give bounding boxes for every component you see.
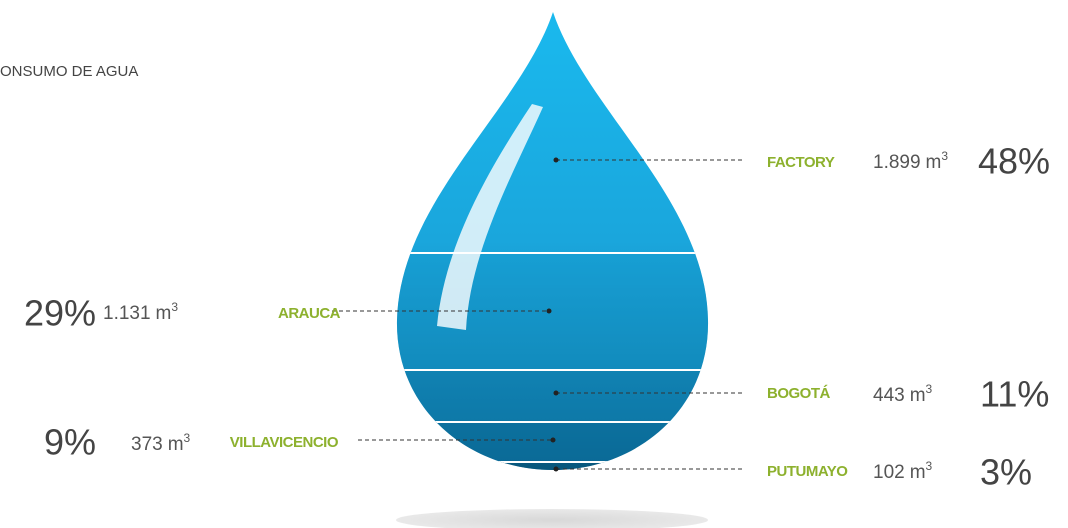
band [396,370,709,422]
dot [553,390,559,396]
segment-volume: 1.131 m3 [103,300,178,324]
highlight [437,104,543,330]
water-drop [396,12,709,470]
drop-shadow [396,509,708,528]
segment-volume: 443 m3 [873,382,933,406]
segment-percent: 29% [24,293,96,334]
segment-name: ARAUCA [278,305,341,322]
title: ONSUMO DE AGUA [0,63,138,80]
segment-name: PUTUMAYO [767,463,848,480]
segment-name: FACTORY [767,154,835,171]
dot [546,308,552,314]
segment-volume: 102 m3 [873,459,933,483]
segment-percent: 3% [980,452,1032,493]
segment-volume: 1.899 m3 [873,149,948,173]
dot [550,437,556,443]
segment-name: VILLAVICENCIO [230,434,339,451]
dot [553,466,559,472]
band [396,462,709,470]
segment-percent: 48% [978,141,1050,182]
segment-volume: 373 m3 [131,431,191,455]
segment-percent: 9% [44,422,96,463]
segment-percent: 11% [980,374,1049,415]
dot [553,157,559,163]
segment-name: BOGOTÁ [767,385,830,402]
band [396,422,709,462]
